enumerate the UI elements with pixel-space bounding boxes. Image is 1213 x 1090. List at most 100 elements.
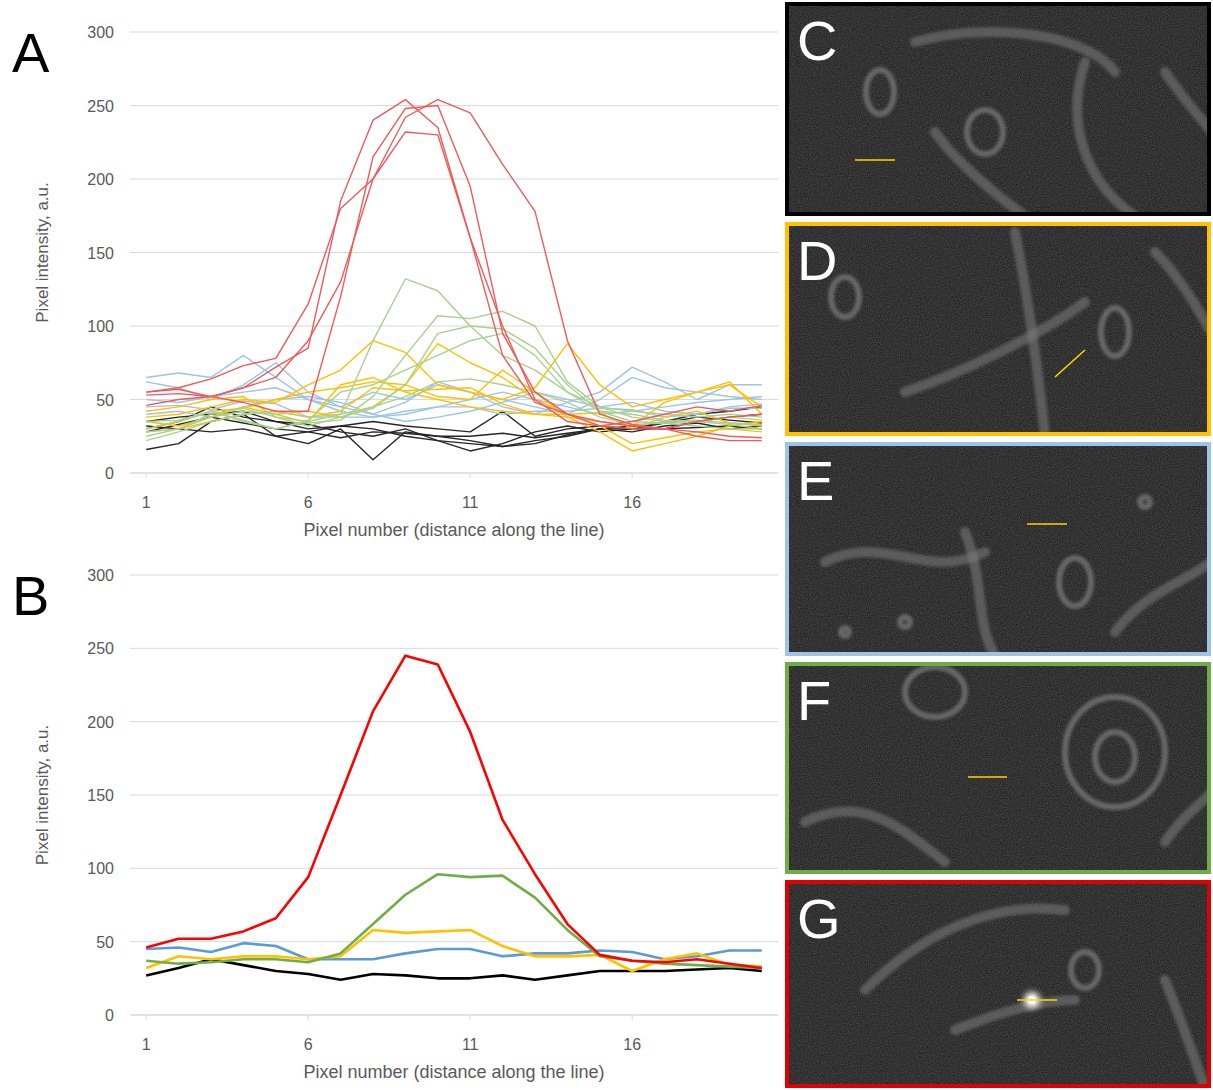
organelle [1140,497,1150,507]
data-line [146,279,762,429]
image-panel: F [785,662,1211,874]
image-noise [785,442,1211,656]
x-axis-title: Pixel number (distance along the line) [303,520,604,540]
organelle [866,70,894,114]
image-border [787,444,1209,654]
grid-line [130,575,778,576]
mitochondrion [825,552,985,562]
y-tick-label: 50 [96,392,114,409]
grid-line [130,648,778,649]
x-tick-label: 6 [304,494,313,511]
structures [866,32,1211,216]
organelle [1065,697,1165,807]
image-panel: G [785,880,1211,1088]
x-tick-label: 16 [623,494,641,511]
mitochondrion [1165,980,1205,1088]
image-noise [785,222,1211,436]
chart-panel: 050100150200250300161116Pixel number (di… [12,564,778,1082]
image-border [787,224,1209,434]
grid-line [130,941,778,942]
y-tick-label: 250 [87,640,114,657]
mitochondrion [965,532,995,656]
mitochondrion [1115,562,1211,632]
organelle [841,628,849,636]
profile-line [1055,350,1085,377]
image-content [785,662,1211,874]
image-background [785,662,1211,874]
panel-letter: F [797,669,831,732]
mitochondrion [1015,232,1045,436]
profile-line [1027,523,1067,525]
data-line [146,106,762,441]
y-tick-label: 50 [96,934,114,951]
grid-line [130,795,778,796]
image-background [785,2,1211,216]
y-axis-title: Pixel intensity, a.u. [33,182,52,322]
data-line [146,333,762,429]
x-tick [632,1015,633,1020]
data-line [146,100,762,438]
y-tick-label: 0 [105,465,114,482]
mitochondrion [1165,72,1211,132]
image-border [787,664,1209,872]
image-panel: E [785,442,1211,656]
x-tick-label: 16 [623,1036,641,1053]
image-background [785,222,1211,436]
image-panel: D [785,222,1211,436]
x-axis-title: Pixel number (distance along the line) [303,1062,604,1082]
y-tick-label: 200 [87,714,114,731]
structures [825,497,1211,656]
grid-line [130,179,778,180]
data-line [146,341,762,417]
grid-line [130,721,778,722]
grid-line [130,252,778,253]
profile-line [1017,999,1057,1001]
data-line [146,355,762,414]
x-axis-line [130,1015,778,1016]
organelle [900,617,910,627]
organelle [1101,308,1129,356]
structures [865,908,1205,1088]
image-background [785,442,1211,656]
y-axis-title: Pixel intensity, a.u. [33,725,52,865]
lines [146,656,762,980]
image-noise [785,880,1211,1088]
x-tick [146,473,147,478]
data-line [146,379,762,441]
x-tick [308,473,309,478]
image-content [785,222,1211,436]
image-content [785,442,1211,656]
mitochondrion [865,908,1065,990]
x-tick-label: 11 [462,494,479,511]
profile-line [968,776,1007,778]
lines [146,100,762,460]
mitochondrion [1077,62,1135,216]
profile-line [855,159,895,161]
image-border [787,4,1209,214]
panel-letter: A [12,21,50,84]
data-line [146,874,762,968]
data-line [146,132,762,426]
image-noise [785,662,1211,874]
image-noise [785,2,1211,216]
organelle [1071,952,1099,988]
y-tick-label: 150 [87,245,114,262]
x-tick [470,1015,471,1020]
x-tick [470,473,471,478]
figure: 050100150200250300161116Pixel number (di… [0,0,1213,1090]
grid-line [130,32,778,33]
x-tick-label: 1 [142,494,151,511]
image-background [785,880,1211,1088]
y-tick-label: 300 [87,24,114,41]
panel-letter: B [12,564,49,627]
y-tick-label: 200 [87,171,114,188]
organelle [905,667,965,717]
x-tick-label: 1 [142,1036,151,1053]
grid-line [130,473,778,474]
image-content [785,2,1211,216]
mitochondrion [1155,252,1211,332]
structures [805,667,1211,862]
y-tick-label: 100 [87,860,114,877]
image-content [785,880,1211,1088]
chart-panel: 050100150200250300161116Pixel number (di… [12,21,778,540]
